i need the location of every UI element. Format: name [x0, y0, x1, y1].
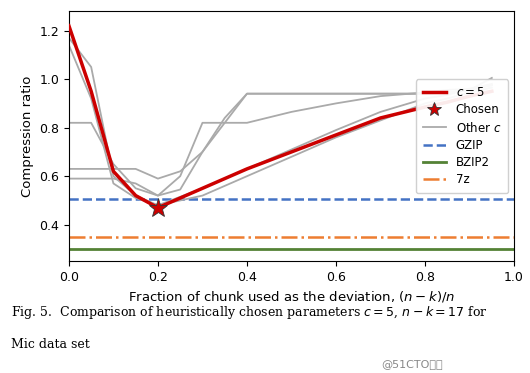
Text: Mic data set: Mic data set — [11, 338, 90, 351]
Legend: $c = 5$, Chosen, Other $c$, GZIP, BZIP2, 7z: $c = 5$, Chosen, Other $c$, GZIP, BZIP2,… — [416, 79, 508, 193]
X-axis label: Fraction of chunk used as the deviation, $(n - k)/n$: Fraction of chunk used as the deviation,… — [128, 289, 455, 304]
Text: Fig. 5.  Comparison of heuristically chosen parameters $c = 5$, $n - k = 17$ for: Fig. 5. Comparison of heuristically chos… — [11, 304, 487, 321]
Y-axis label: Compression ratio: Compression ratio — [21, 75, 33, 197]
Text: @51CTO博客: @51CTO博客 — [382, 359, 443, 369]
